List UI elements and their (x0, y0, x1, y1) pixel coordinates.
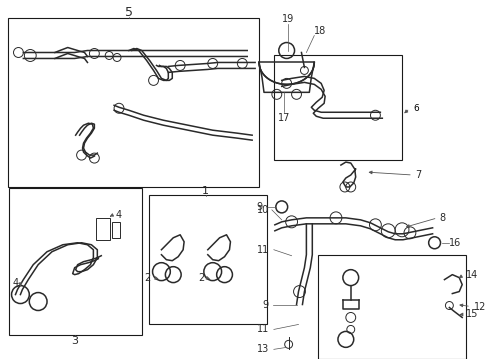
Text: 7: 7 (414, 170, 420, 180)
Text: 11: 11 (256, 324, 268, 334)
Bar (9, 188, 142, 336)
Text: 2: 2 (198, 273, 204, 283)
Text: 5: 5 (124, 6, 133, 19)
Text: 4: 4 (115, 210, 121, 220)
Bar (273, 55, 401, 160)
Text: 3: 3 (71, 336, 78, 346)
Text: 6: 6 (412, 104, 418, 113)
Bar (8, 18, 259, 187)
Bar (96, 218, 110, 240)
Text: 15: 15 (465, 310, 478, 319)
Bar (148, 195, 266, 324)
Text: 8: 8 (439, 213, 445, 223)
Text: 9: 9 (255, 202, 262, 212)
Bar (318, 255, 465, 359)
Text: 14: 14 (465, 270, 477, 280)
Text: 19: 19 (281, 14, 293, 24)
Text: 1: 1 (202, 186, 209, 196)
Text: 11: 11 (256, 245, 268, 255)
Text: 18: 18 (314, 26, 326, 36)
Text: 9: 9 (262, 300, 268, 310)
Text: 4: 4 (12, 278, 19, 288)
Text: 2: 2 (144, 273, 150, 283)
Text: 12: 12 (473, 302, 486, 311)
Text: 17: 17 (277, 113, 289, 123)
Bar (112, 222, 120, 238)
Text: 16: 16 (448, 238, 461, 248)
Text: 13: 13 (256, 345, 268, 354)
Text: 10: 10 (256, 205, 268, 215)
